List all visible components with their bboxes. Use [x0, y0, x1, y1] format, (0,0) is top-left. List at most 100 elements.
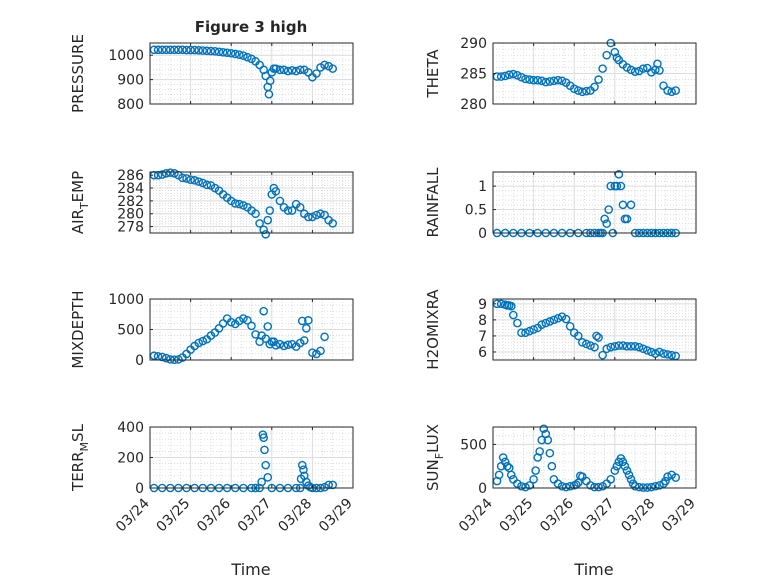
data-point — [594, 75, 603, 84]
data-point — [647, 347, 656, 357]
data-point — [186, 175, 195, 185]
x-tick-label: 03/29 — [316, 496, 356, 536]
y-tick-label: 800 — [117, 97, 144, 113]
x-tick-label: 03/24 — [113, 495, 153, 535]
axes-box — [149, 42, 354, 105]
data-point — [226, 48, 236, 58]
data-point — [508, 69, 518, 79]
data-point — [264, 89, 274, 99]
data-point — [521, 328, 530, 338]
data-point — [630, 67, 640, 76]
data-point — [259, 306, 268, 316]
data-point — [630, 481, 640, 491]
data-point — [539, 424, 549, 434]
axes-box — [149, 171, 354, 234]
y-axis-label-part: TERR — [69, 451, 87, 492]
data-point — [614, 341, 624, 350]
data-point — [255, 219, 264, 228]
data-point — [618, 341, 628, 350]
subplot-sun-flux: 0 500 SUNFLUX 03/24 03/25 03/26 03/27 03/28 03/2… — [424, 424, 699, 535]
y-tick-label: 500 — [460, 437, 487, 453]
subplot-pressure: 800 900 1000 PRESSURE — [69, 34, 354, 113]
y-tick-label: 0 — [478, 481, 487, 497]
data-point — [598, 350, 607, 360]
data-point — [161, 168, 171, 178]
y-axis-label-part: SL — [69, 423, 87, 442]
data-point — [275, 339, 285, 349]
data-point — [622, 342, 632, 351]
data-point — [663, 350, 672, 359]
data-point — [230, 199, 240, 208]
data-point — [537, 435, 547, 445]
data-point — [260, 445, 269, 455]
data-point — [610, 466, 620, 475]
data-point — [616, 181, 626, 191]
data-point — [186, 45, 195, 55]
data-point — [521, 74, 530, 84]
x-tick-label: 03/24 — [456, 495, 496, 535]
data-point — [235, 199, 244, 209]
data-point — [618, 200, 628, 210]
data-point — [513, 318, 522, 328]
data-point — [612, 181, 622, 191]
data-point — [320, 332, 329, 342]
data-point — [174, 45, 183, 55]
x-tick-label: 03/27 — [578, 496, 618, 536]
data-point — [529, 75, 538, 85]
data-point — [506, 470, 516, 480]
data-point — [533, 75, 542, 85]
y-tick-label: 284 — [117, 181, 144, 197]
data-point — [496, 72, 506, 81]
data-point — [297, 460, 307, 470]
data-point — [316, 346, 325, 356]
y-axis-label-part: SUN — [424, 459, 442, 491]
data-point — [239, 51, 248, 60]
data-point — [271, 64, 281, 73]
data-point — [517, 481, 526, 491]
y-axis-label-part: LUX — [424, 424, 442, 453]
data-point — [299, 465, 308, 475]
data-point — [529, 325, 538, 334]
data-point — [594, 333, 603, 342]
data-point — [320, 60, 329, 70]
y-tick-label: 200 — [117, 451, 144, 467]
y-axis-label: AIRTEMP — [69, 171, 91, 234]
data-point — [194, 338, 204, 348]
subplot-theta: 280 285 290 THETA — [424, 36, 697, 113]
data-point — [182, 45, 191, 55]
data-point — [312, 69, 321, 78]
data-point — [251, 209, 260, 219]
data-point — [295, 65, 305, 75]
data-point — [626, 200, 636, 210]
x-tick-label: 03/28 — [618, 496, 658, 536]
data-point — [287, 206, 297, 215]
data-point — [243, 52, 252, 62]
data-point — [622, 466, 632, 475]
data-point — [535, 447, 544, 456]
x-tick-label: 03/26 — [537, 495, 577, 535]
data-point — [602, 344, 611, 354]
data-point — [230, 49, 240, 59]
data-point — [582, 86, 591, 96]
data-point — [157, 45, 167, 55]
data-point — [161, 353, 171, 363]
data-point — [561, 314, 571, 324]
data-point — [157, 352, 167, 362]
data-point — [496, 299, 506, 309]
data-point — [618, 457, 628, 467]
data-point — [283, 206, 293, 215]
data-point — [279, 341, 289, 351]
data-point — [541, 77, 551, 87]
data-point — [578, 87, 587, 97]
data-point — [590, 482, 599, 492]
data-point — [667, 87, 676, 97]
data-point — [498, 453, 508, 462]
y-axis-label: MIXDEPTH — [69, 290, 87, 368]
data-point — [638, 64, 648, 73]
y-axis-label: PRESSURE — [69, 34, 87, 113]
data-point — [226, 317, 236, 327]
data-point — [500, 71, 510, 81]
data-point — [190, 45, 199, 55]
data-point — [275, 196, 285, 206]
